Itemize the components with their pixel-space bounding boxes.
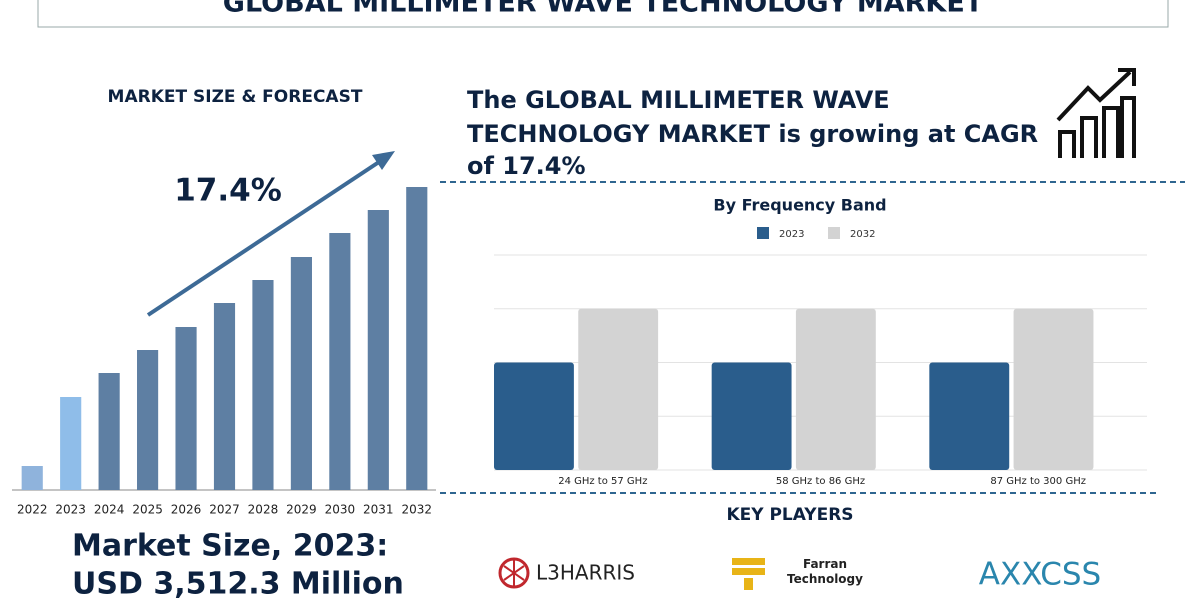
- annotation: 17.4%: [174, 173, 282, 209]
- bar: [406, 187, 428, 490]
- bar: [795, 308, 876, 470]
- trend-arrow: [146, 151, 395, 317]
- key-players-title: KEY PLAYERS: [726, 505, 853, 525]
- header-box: [37, 0, 1169, 28]
- player-box: Farran Technology: [787, 557, 863, 586]
- legend-swatch: [757, 227, 769, 239]
- headline: The GLOBAL MILLIMETER WAVE: [467, 86, 890, 114]
- x-tick-label: 2022: [17, 503, 48, 517]
- l3harris-logo: [498, 557, 530, 589]
- bar: [329, 233, 351, 490]
- bar: [137, 350, 159, 490]
- bar: [711, 362, 792, 470]
- bar: [494, 362, 574, 470]
- player-name: Farran Technology: [787, 557, 863, 586]
- bar: [60, 397, 82, 490]
- growth-icon: [1056, 68, 1136, 158]
- bar: [175, 327, 197, 490]
- x-tick-label: 2024: [94, 503, 125, 517]
- legend-label: 2032: [850, 229, 875, 240]
- headline: TECHNOLOGY MARKET is growing at CAGR: [467, 120, 1038, 148]
- x-tick-label: 2023: [55, 503, 86, 517]
- bar: [290, 257, 312, 490]
- x-tick-label: 2030: [325, 503, 356, 517]
- bar: [21, 466, 43, 490]
- x-tick-label: 2028: [248, 503, 279, 517]
- market-size: USD 3,512.3 Million: [72, 567, 404, 600]
- bar: [213, 303, 236, 490]
- player-name: AXXCSS: [979, 557, 1101, 593]
- x-tick-label: 2029: [286, 503, 317, 517]
- headline: of 17.4%: [467, 152, 586, 180]
- chart-title: MARKET SIZE & FORECAST: [108, 87, 363, 107]
- farran-logo: [732, 558, 765, 590]
- bar: [367, 210, 389, 490]
- bar: [252, 280, 274, 490]
- market-size: Market Size, 2023:: [72, 529, 388, 564]
- x-tick-label: 2032: [401, 503, 432, 517]
- legend-label: 2023: [779, 229, 804, 240]
- legend-swatch: [828, 227, 840, 239]
- x-tick-label: 87 GHz to 300 GHz: [990, 476, 1086, 487]
- bar: [1013, 308, 1094, 470]
- x-tick-label: 24 GHz to 57 GHz: [558, 476, 647, 487]
- page-title: GLOBAL MILLIMETER WAVE TECHNOLOGY MARKET: [223, 0, 984, 19]
- x-tick-label: 2026: [171, 503, 202, 517]
- bar: [98, 373, 120, 490]
- x-tick-label: 2025: [132, 503, 163, 517]
- x-tick-label: 2027: [209, 503, 240, 517]
- x-tick-label: 58 GHz to 86 GHz: [776, 476, 865, 487]
- x-tick-label: 2031: [363, 503, 394, 517]
- chart-title: By Frequency Band: [713, 196, 886, 215]
- bar: [578, 308, 659, 470]
- player-name: L3HARRIS: [536, 561, 635, 585]
- bar: [929, 362, 1010, 470]
